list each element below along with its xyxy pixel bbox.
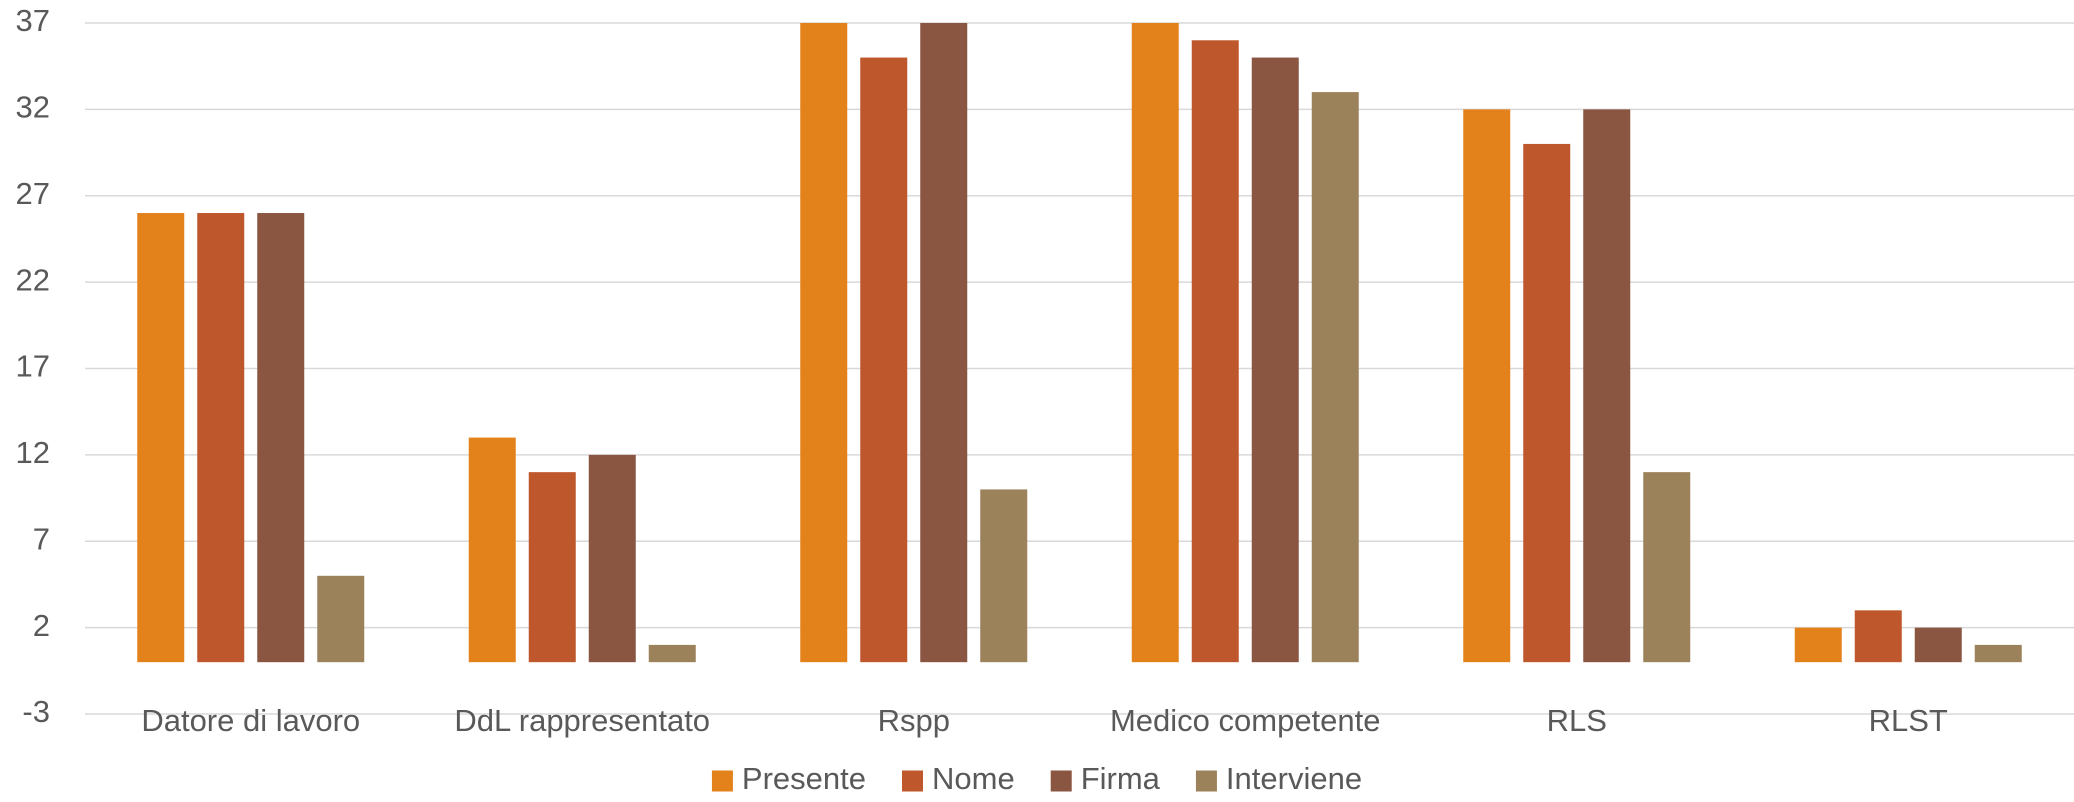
bar-presente-5	[1463, 109, 1511, 663]
category-label: Datore di lavoro	[141, 703, 360, 738]
legend-label: Firma	[1081, 761, 1161, 796]
y-tick-label: 2	[33, 608, 50, 643]
legend-item-firma: Firma	[1050, 761, 1161, 796]
x-axis-categories: Datore di lavoro DdL rappresentato Rspp Med…	[141, 703, 1948, 738]
bar-interviene-2	[648, 644, 696, 663]
category-label: RLST	[1869, 703, 1948, 738]
y-tick-label: 7	[33, 521, 50, 556]
bar-firma-1	[257, 213, 305, 663]
bar-presente-3	[800, 23, 848, 663]
legend-label: Interviene	[1226, 761, 1362, 796]
bar-firma-6	[1914, 627, 1962, 663]
legend-swatch	[1050, 770, 1072, 792]
y-tick-label: 12	[16, 435, 50, 470]
legend-swatch	[1195, 770, 1217, 792]
bar-nome-3	[860, 57, 908, 663]
bar-firma-3	[920, 23, 968, 663]
y-tick-label: 22	[16, 262, 50, 297]
legend-swatch	[711, 770, 733, 792]
bar-nome-6	[1854, 610, 1902, 663]
legend-item-nome: Nome	[902, 761, 1015, 796]
legend-label: Presente	[742, 761, 866, 796]
gridlines	[85, 22, 2074, 715]
category-label: Rspp	[878, 703, 950, 738]
bar-interviene-6	[1974, 644, 2022, 663]
bar-nome-4	[1191, 40, 1239, 663]
bar-nome-5	[1523, 143, 1571, 663]
y-tick-label: -3	[22, 694, 50, 729]
category-label: Medico competente	[1110, 703, 1381, 738]
legend-label: Nome	[932, 761, 1015, 796]
bar-presente-6	[1794, 627, 1842, 663]
bar-interviene-5	[1643, 472, 1691, 663]
bar-firma-2	[588, 454, 636, 663]
bar-interviene-3	[980, 489, 1028, 663]
legend-swatch	[902, 770, 924, 792]
bar-presente-1	[137, 213, 185, 663]
category-label: RLS	[1547, 703, 1607, 738]
y-tick-label: 27	[16, 176, 50, 211]
y-tick-label: 32	[16, 90, 50, 125]
bar-presente-2	[468, 437, 516, 663]
y-tick-label: 17	[16, 349, 50, 384]
bar-interviene-4	[1311, 92, 1359, 663]
bar-firma-4	[1251, 57, 1299, 663]
bar-nome-1	[197, 213, 245, 663]
bar-nome-2	[528, 472, 576, 663]
bars	[137, 23, 2022, 663]
category-label: DdL rappresentato	[454, 703, 710, 738]
legend: Presente Nome Firma Interviene	[711, 761, 1362, 796]
legend-item-presente: Presente	[711, 761, 866, 796]
y-tick-label: 37	[16, 3, 50, 38]
bar-interviene-1	[317, 575, 365, 663]
bar-presente-4	[1131, 23, 1179, 663]
legend-item-interviene: Interviene	[1195, 761, 1362, 796]
bar-firma-5	[1583, 109, 1631, 663]
